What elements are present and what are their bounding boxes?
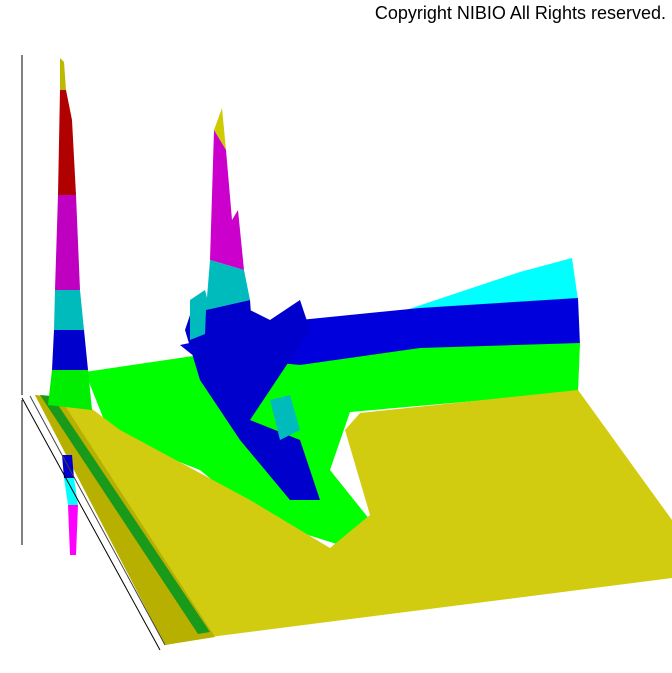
axis-diagonal [21, 397, 161, 651]
peak-1-blue [52, 330, 88, 370]
drip-cyan [64, 478, 78, 505]
peak-1-magenta [55, 195, 80, 290]
peak-1-cyan [54, 290, 84, 330]
surface-floor [35, 390, 672, 645]
peak-1-red [58, 90, 76, 195]
axis-floor-edge [29, 395, 166, 646]
copyright: Copyright NIBIO All Rights reserved. [374, 3, 666, 23]
peak-2-blue [204, 300, 255, 370]
peak-2-magenta [210, 130, 244, 270]
peak-1-yellow [60, 58, 66, 90]
surface-band-green [85, 343, 580, 545]
drip-magenta [68, 505, 78, 555]
surface-streak [40, 395, 210, 634]
peak-2-cyan [206, 260, 250, 310]
peak-1-green [48, 370, 92, 410]
peak-2-yellow [214, 108, 226, 150]
surface-ridge-cyan2 [270, 395, 300, 440]
